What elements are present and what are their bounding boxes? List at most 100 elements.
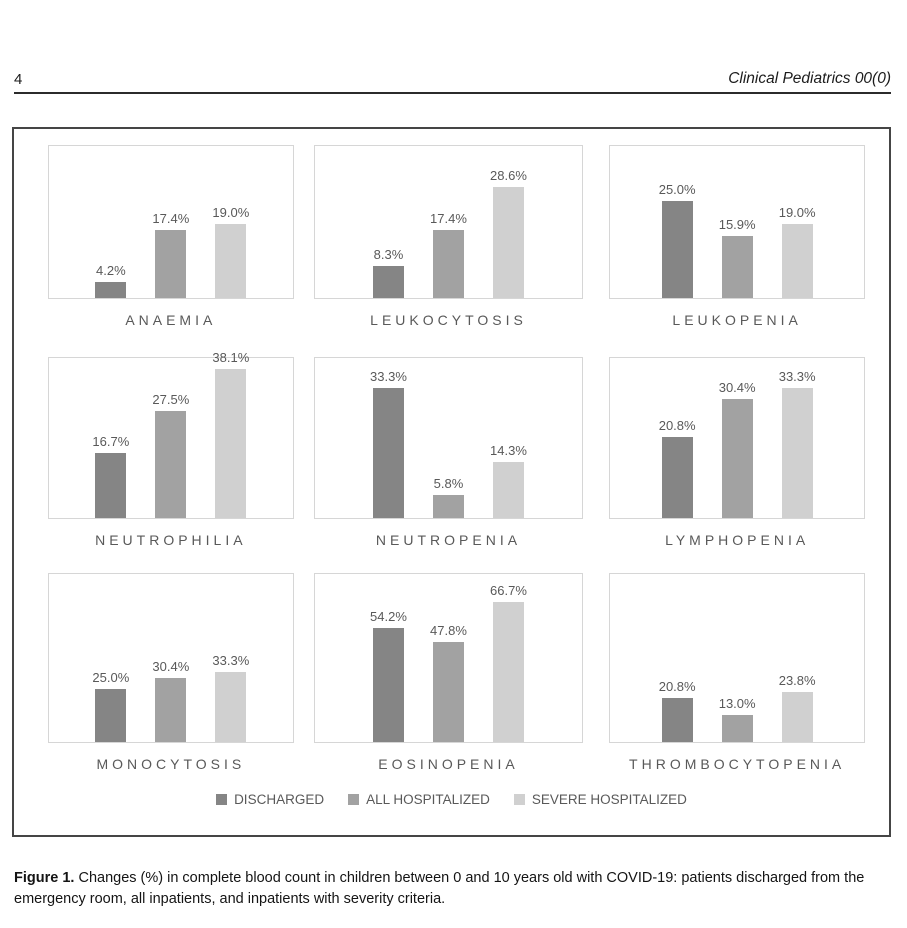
bar-value-label: 17.4% [430,211,467,226]
legend-item-all-hospitalized: ALL HOSPITALIZED [348,792,490,807]
bar-discharged [372,388,404,518]
bar-value-label: 28.6% [490,168,527,183]
bar-value-label: 20.8% [658,679,696,694]
bar-group-severe-hospitalized: 33.3% [778,369,816,518]
plot-area-eosinopenia: 54.2% 47.8% 66.7% [313,573,584,743]
subplot-anaemia: 4.2% 17.4% 19.0% ANAEMIA [14,129,306,341]
bar-group-all-hospitalized: 5.8% [432,476,464,518]
bar-discharged [95,453,127,518]
bar-discharged [661,698,693,742]
subplot-title: LEUKOCYTOSIS [370,312,527,328]
subplot-monocytosis: 25.0% 30.4% 33.3% MONOCYTOSIS [14,557,306,773]
subplot-title: LYMPHOPENIA [665,532,810,548]
bar-group-all-hospitalized: 47.8% [430,623,467,742]
bar-group-all-hospitalized: 27.5% [152,393,189,518]
bar-group-discharged: 20.8% [658,679,696,742]
bar-all-hospitalized [721,399,753,518]
chart-legend: DISCHARGED ALL HOSPITALIZED SEVERE HOSPITA… [14,773,889,835]
bar-severe-hospitalized [492,462,524,518]
bar-value-label: 66.7% [490,583,527,598]
bar-group-discharged: 8.3% [372,248,404,298]
subplot-leukocytosis: 8.3% 17.4% 28.6% LEUKOCYTOSIS [306,129,598,341]
bar-severe-hospitalized [215,224,247,298]
subplot-title: LEUKOPENIA [672,312,802,328]
bar-all-hospitalized [155,230,187,298]
bar-severe-hospitalized [492,602,524,742]
bar-discharged [661,201,693,298]
legend-item-discharged: DISCHARGED [216,792,324,807]
figure-1-chart-panel: 4.2% 17.4% 19.0% ANAEMIA 8.3% 17.4% 28.6% LEUKO… [12,127,891,837]
bar-value-label: 16.7% [92,434,130,449]
plot-area-anaemia: 4.2% 17.4% 19.0% [48,145,294,299]
plot-area-neutropenia: 33.3% 5.8% 14.3% [313,357,584,519]
bar-discharged [95,689,127,742]
subplot-title: NEUTROPENIA [375,532,522,548]
bar-severe-hospitalized [781,692,813,742]
bar-value-label: 47.8% [430,623,467,638]
bar-value-label: 25.0% [92,670,130,685]
bar-group-severe-hospitalized: 33.3% [212,653,250,742]
bar-all-hospitalized [432,230,464,298]
bar-group-severe-hospitalized: 19.0% [212,206,249,298]
plot-area-leukocytosis: 8.3% 17.4% 28.6% [313,145,584,299]
bar-group-all-hospitalized: 30.4% [718,380,756,518]
figure-caption: Figure 1. Changes (%) in complete blood … [14,868,892,910]
legend-swatch-icon [216,793,228,805]
bar-group-severe-hospitalized: 38.1% [212,350,250,518]
bar-discharged [372,628,404,742]
bar-group-severe-hospitalized: 23.8% [778,673,816,742]
subplot-title: THROMBOCYTOPENIA [629,756,846,772]
bar-all-hospitalized [721,715,753,742]
bar-value-label: 54.2% [370,609,407,624]
bar-value-label: 33.3% [370,369,407,384]
plot-area-leukopenia: 25.0% 15.9% 19.0% [609,145,865,299]
plot-area-thrombocytopenia: 20.8% 13.0% 23.8% [609,573,865,743]
bar-value-label: 38.1% [212,350,250,365]
bar-value-label: 14.3% [490,443,527,458]
subplot-title: EOSINOPENIA [378,756,519,772]
bar-group-discharged: 20.8% [658,418,696,518]
bar-value-label: 33.3% [778,369,816,384]
bar-severe-hospitalized [781,388,813,518]
bar-group-severe-hospitalized: 66.7% [490,583,527,742]
bar-all-hospitalized [432,495,464,518]
bar-value-label: 4.2% [96,263,126,278]
legend-label: ALL HOSPITALIZED [366,791,490,807]
subplot-title: ANAEMIA [125,312,217,328]
subplot-neutropenia: 33.3% 5.8% 14.3% NEUTROPENIA [306,341,598,557]
bar-value-label: 30.4% [718,380,756,395]
bar-value-label: 23.8% [778,673,816,688]
bar-value-label: 15.9% [718,217,756,232]
bar-value-label: 20.8% [658,418,696,433]
bar-severe-hospitalized [215,369,247,518]
bar-group-all-hospitalized: 17.4% [430,211,467,298]
bar-severe-hospitalized [215,672,247,742]
bar-group-all-hospitalized: 15.9% [718,217,756,298]
bar-all-hospitalized [155,678,187,742]
bar-group-discharged: 4.2% [95,263,127,298]
bar-group-severe-hospitalized: 14.3% [490,443,527,518]
legend-swatch-icon [513,793,525,805]
bar-value-label: 33.3% [212,653,250,668]
bar-value-label: 13.0% [718,696,756,711]
legend-label: SEVERE HOSPITALIZED [531,791,687,807]
bar-discharged [372,266,404,298]
bar-group-severe-hospitalized: 19.0% [778,205,816,298]
bar-group-all-hospitalized: 17.4% [152,212,189,298]
legend-swatch-icon [348,793,360,805]
subplot-eosinopenia: 54.2% 47.8% 66.7% EOSINOPENIA [306,557,598,773]
subplot-lymphopenia: 20.8% 30.4% 33.3% LYMPHOPENIA [597,341,889,557]
subplot-title: NEUTROPHILIA [95,532,247,548]
plot-area-monocytosis: 25.0% 30.4% 33.3% [48,573,294,743]
bar-value-label: 5.8% [433,476,464,491]
bar-all-hospitalized [721,236,753,298]
bar-all-hospitalized [432,642,464,742]
subplot-neutrophilia: 16.7% 27.5% 38.1% NEUTROPHILIA [14,341,306,557]
bar-value-label: 19.0% [778,205,816,220]
bar-value-label: 25.0% [658,182,696,197]
journal-running-head: Clinical Pediatrics 00(0) [728,70,891,87]
bar-discharged [95,282,127,298]
subplot-leukopenia: 25.0% 15.9% 19.0% LEUKOPENIA [597,129,889,341]
bar-severe-hospitalized [492,187,524,298]
bar-severe-hospitalized [781,224,813,298]
